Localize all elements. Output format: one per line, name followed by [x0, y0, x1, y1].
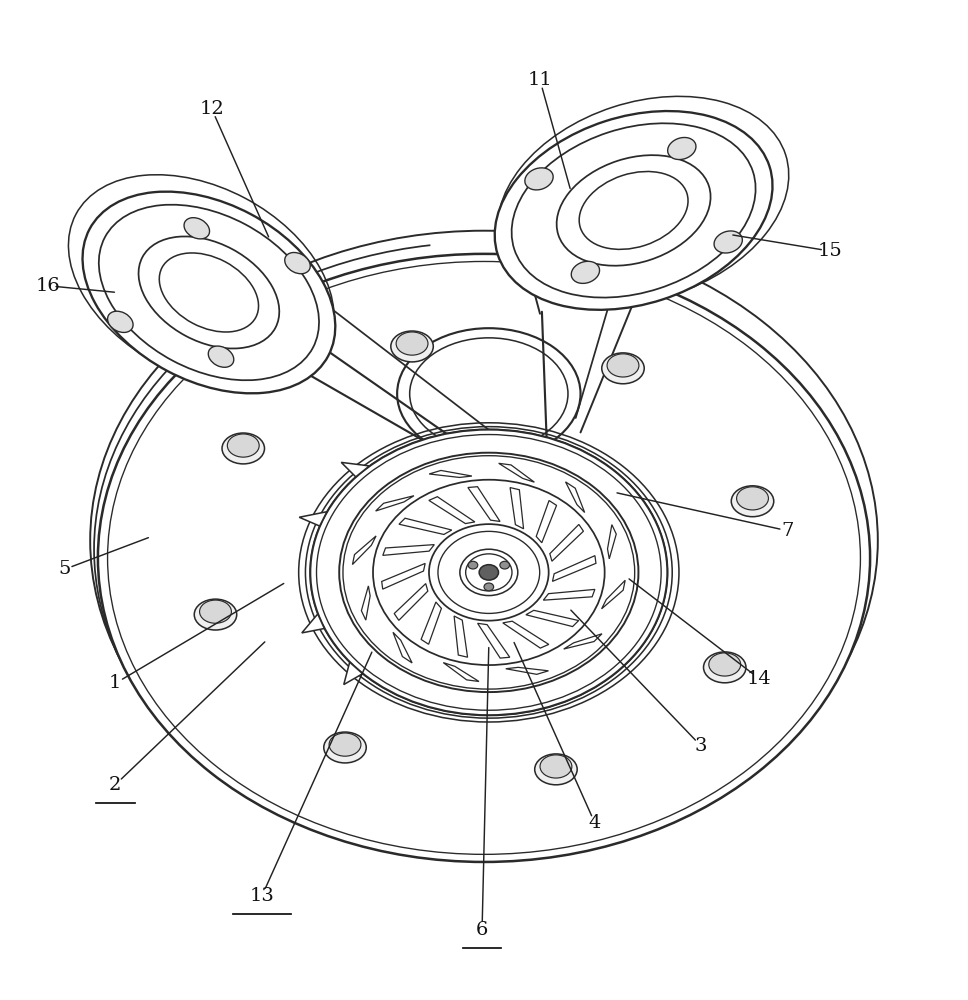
Polygon shape: [443, 663, 479, 681]
Polygon shape: [399, 518, 452, 534]
Ellipse shape: [704, 652, 746, 683]
Ellipse shape: [339, 453, 639, 692]
Polygon shape: [563, 634, 602, 649]
Ellipse shape: [184, 218, 209, 239]
Polygon shape: [550, 524, 584, 561]
Polygon shape: [608, 525, 617, 559]
Ellipse shape: [391, 331, 434, 362]
Ellipse shape: [668, 137, 696, 160]
Ellipse shape: [429, 524, 549, 621]
Ellipse shape: [714, 231, 742, 253]
Ellipse shape: [534, 754, 577, 785]
Ellipse shape: [208, 346, 234, 367]
Ellipse shape: [107, 311, 133, 332]
Polygon shape: [543, 589, 595, 600]
Text: 16: 16: [36, 277, 60, 295]
Ellipse shape: [311, 430, 667, 715]
Ellipse shape: [227, 434, 259, 457]
Polygon shape: [361, 586, 370, 620]
Ellipse shape: [737, 487, 769, 510]
Polygon shape: [299, 512, 327, 526]
Ellipse shape: [329, 733, 361, 756]
Ellipse shape: [460, 549, 518, 596]
Polygon shape: [352, 536, 376, 565]
Ellipse shape: [484, 583, 494, 591]
Polygon shape: [429, 497, 475, 524]
Polygon shape: [394, 584, 428, 620]
Ellipse shape: [709, 653, 741, 676]
Polygon shape: [382, 545, 435, 555]
Polygon shape: [421, 602, 441, 644]
Ellipse shape: [499, 561, 509, 569]
Ellipse shape: [731, 486, 773, 517]
Ellipse shape: [525, 168, 553, 190]
Polygon shape: [302, 614, 324, 633]
Polygon shape: [601, 580, 625, 609]
Ellipse shape: [540, 755, 572, 778]
Text: 14: 14: [746, 670, 771, 688]
Polygon shape: [499, 463, 534, 482]
Polygon shape: [393, 632, 412, 663]
Text: 13: 13: [250, 887, 275, 905]
Ellipse shape: [195, 599, 237, 630]
Polygon shape: [429, 470, 472, 477]
Polygon shape: [536, 501, 557, 543]
Polygon shape: [381, 563, 425, 589]
Ellipse shape: [98, 254, 870, 862]
Ellipse shape: [373, 480, 605, 665]
Polygon shape: [565, 482, 585, 512]
Text: 1: 1: [109, 674, 121, 692]
Ellipse shape: [495, 111, 772, 310]
Ellipse shape: [607, 354, 639, 377]
Ellipse shape: [222, 433, 264, 464]
Text: 7: 7: [782, 522, 794, 540]
Ellipse shape: [285, 252, 311, 274]
Polygon shape: [454, 616, 468, 657]
Ellipse shape: [469, 561, 478, 569]
Ellipse shape: [571, 261, 599, 283]
Polygon shape: [468, 487, 500, 521]
Text: 11: 11: [528, 71, 553, 89]
Ellipse shape: [397, 328, 581, 459]
Polygon shape: [477, 623, 510, 658]
Text: 6: 6: [476, 921, 488, 939]
Ellipse shape: [323, 732, 366, 763]
Text: 3: 3: [695, 737, 708, 755]
Ellipse shape: [479, 565, 499, 580]
Text: 15: 15: [817, 242, 842, 260]
Polygon shape: [505, 667, 549, 674]
Ellipse shape: [396, 332, 428, 355]
Ellipse shape: [82, 192, 335, 393]
Ellipse shape: [199, 600, 231, 623]
Polygon shape: [341, 462, 370, 477]
Polygon shape: [502, 621, 549, 648]
Polygon shape: [344, 662, 363, 685]
Text: 5: 5: [58, 560, 71, 578]
Polygon shape: [526, 610, 579, 627]
Polygon shape: [510, 488, 524, 529]
Polygon shape: [376, 496, 414, 511]
Polygon shape: [553, 556, 596, 581]
Text: 4: 4: [589, 814, 601, 832]
Ellipse shape: [602, 353, 645, 384]
Text: 12: 12: [199, 100, 225, 118]
Text: 2: 2: [109, 776, 121, 794]
